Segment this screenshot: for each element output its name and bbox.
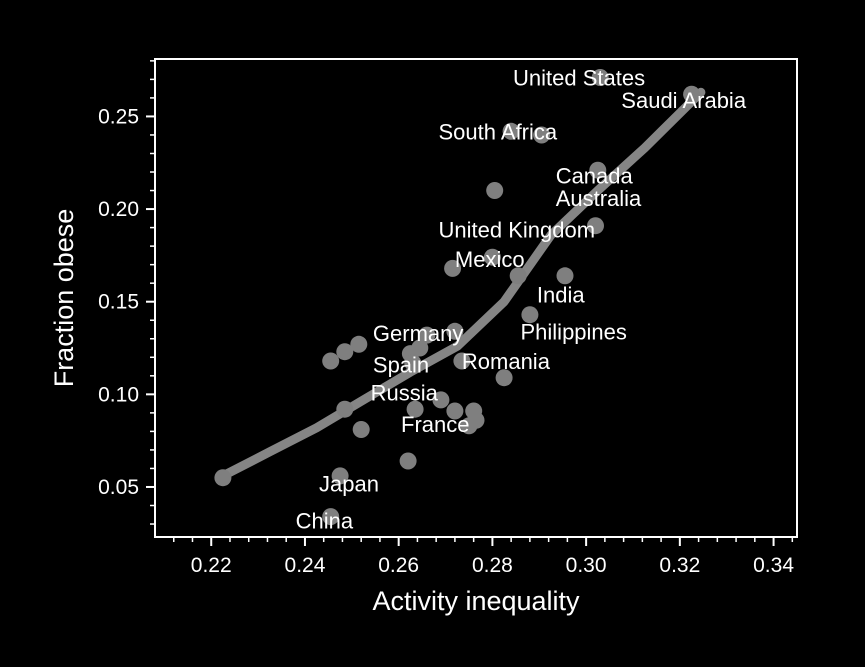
annotation-canada: Canada [556,164,634,189]
y-axis-title: Fraction obese [49,209,79,388]
data-point-17 [446,322,464,340]
data-point-32 [589,161,607,179]
data-point-25 [495,369,513,387]
data-point-2 [322,508,340,526]
data-point-31 [591,69,609,86]
annotation-australia: Australia [556,186,642,211]
data-point-15 [432,391,450,409]
annotation-saudi-arabia: Saudi Arabia [621,88,747,113]
x-tick-label: 0.30 [566,554,607,577]
data-point-8 [352,421,370,438]
annotation-india: India [537,282,585,307]
data-point-22 [467,411,485,429]
annotation-mexico: Mexico [455,247,525,272]
annotation-japan: Japan [319,471,379,496]
data-point-33 [587,217,604,235]
y-tick-label: 0.05 [98,476,139,499]
x-axis-title: Activity inequality [372,586,580,616]
x-axis: 0.22 0.24 0.26 0.28 0.30 0.32 0.34 [172,537,794,577]
annotation-france: France [401,412,469,437]
data-point-16 [444,259,462,277]
y-tick-label: 0.25 [98,105,139,128]
plot-frame [154,58,798,538]
data-point-26 [502,122,520,140]
data-point-14 [418,326,436,344]
data-point-19 [453,352,471,370]
trend-layer [218,87,706,481]
y-tick-label: 0.15 [98,291,139,314]
data-point-6 [336,400,354,418]
data-point-9 [399,452,417,470]
annotation-south-africa: South Africa [439,119,558,144]
data-point-12 [406,400,424,418]
data-point-28 [521,306,539,324]
x-tick-label: 0.34 [753,554,794,577]
annotation-germany: Germany [373,321,463,346]
data-point-18 [446,402,464,420]
x-tick-label: 0.24 [285,554,326,577]
data-point-34 [683,85,701,103]
annotation-spain: Spain [373,353,429,378]
data-point-29 [533,126,551,144]
data-point-13 [411,339,429,357]
trend-line [218,87,706,481]
points-layer [214,69,701,526]
data-point-3 [331,467,349,485]
data-point-1 [214,469,232,487]
data-point-24 [483,248,501,266]
annotation-russia: Russia [371,381,439,406]
data-point-4 [322,352,340,370]
data-point-5 [336,343,354,361]
x-tick-label: 0.22 [191,554,232,577]
x-tick-label: 0.28 [472,554,513,577]
data-point-30 [556,267,574,285]
data-point-11 [404,354,422,372]
annotation-united-kingdom: United Kingdom [439,217,596,242]
data-point-27 [509,267,527,285]
y-tick-label: 0.20 [98,198,139,221]
annotation-philippines: Philippines [521,319,627,344]
data-point-7 [350,335,368,353]
y-tick-label: 0.10 [98,383,139,406]
annotation-china: China [296,508,354,533]
annotation-united-states: United States [513,66,645,91]
x-tick-label: 0.32 [659,554,700,577]
data-point-23 [486,182,504,199]
x-tick-label: 0.26 [378,554,419,577]
annotation-romania: Romania [462,349,551,374]
y-axis: 0.05 0.10 0.15 0.20 0.25 [98,60,155,525]
